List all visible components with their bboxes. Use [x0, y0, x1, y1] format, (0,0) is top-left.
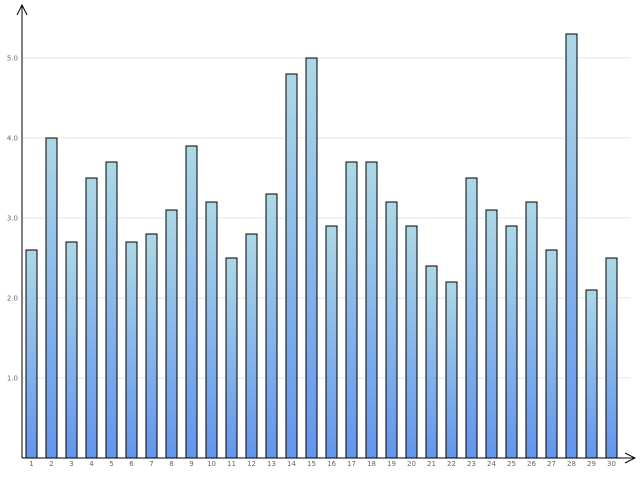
x-tick-label: 9 — [189, 460, 193, 468]
x-tick-label: 5 — [109, 460, 113, 468]
x-tick-label: 12 — [247, 460, 256, 468]
bar — [185, 145, 198, 459]
x-tick-label: 3 — [69, 460, 73, 468]
x-tick-label: 29 — [587, 460, 596, 468]
x-tick-label: 27 — [547, 460, 556, 468]
bar — [125, 241, 138, 459]
axes — [16, 3, 637, 464]
bar — [165, 209, 178, 459]
x-tick-label: 6 — [129, 460, 134, 468]
x-tick-label: 14 — [287, 460, 296, 468]
y-tick-label: 3.0 — [7, 215, 18, 223]
x-tick-label: 21 — [427, 460, 436, 468]
x-tick-label: 17 — [347, 460, 356, 468]
bar — [405, 225, 418, 459]
bar — [245, 233, 258, 459]
x-tick-label: 2 — [49, 460, 53, 468]
x-tick-label: 23 — [467, 460, 476, 468]
y-tick-labels: 1.0 2.0 3.0 4.0 5.0 — [7, 55, 18, 383]
bar — [445, 281, 458, 459]
x-tick-label: 1 — [29, 460, 33, 468]
x-tick-label: 24 — [487, 460, 496, 468]
bar — [325, 225, 338, 459]
bar — [225, 257, 238, 459]
x-tick-label: 8 — [169, 460, 173, 468]
x-tick-label: 16 — [327, 460, 336, 468]
y-tick-label: 2.0 — [7, 295, 18, 303]
y-tick-label: 5.0 — [7, 55, 18, 63]
bar — [505, 225, 518, 459]
x-tick-label: 28 — [567, 460, 576, 468]
bar — [265, 193, 278, 459]
bar — [545, 249, 558, 459]
y-tick-label: 1.0 — [7, 375, 18, 383]
bar — [345, 161, 358, 459]
bars — [25, 33, 618, 459]
x-tick-label: 7 — [149, 460, 153, 468]
x-tick-label: 19 — [387, 460, 396, 468]
bar — [525, 201, 538, 459]
bar — [145, 233, 158, 459]
bar — [485, 209, 498, 459]
x-tick-label: 25 — [507, 460, 516, 468]
x-tick-label: 22 — [447, 460, 456, 468]
bar — [385, 201, 398, 459]
y-tick-label: 4.0 — [7, 135, 18, 143]
bar — [605, 257, 618, 459]
y-axis-arrow-icon — [16, 3, 28, 16]
bar — [25, 249, 38, 459]
x-tick-label: 11 — [227, 460, 236, 468]
x-tick-label: 10 — [207, 460, 216, 468]
bar — [285, 73, 298, 459]
bar — [105, 161, 118, 459]
bar — [205, 201, 218, 459]
x-tick-labels: 1 2 3 4 5 6 7 8 9 10 11 12 13 14 15 16 17 18 19 20 21 22 23 24 2… — [29, 460, 616, 468]
bar — [565, 33, 578, 459]
x-tick-label: 4 — [89, 460, 94, 468]
x-tick-label: 18 — [367, 460, 376, 468]
bar — [425, 265, 438, 459]
bar — [45, 137, 58, 459]
bar — [305, 57, 318, 459]
bar — [365, 161, 378, 459]
x-tick-label: 13 — [267, 460, 276, 468]
x-tick-label: 15 — [307, 460, 316, 468]
bar — [585, 289, 598, 459]
bar — [65, 241, 78, 459]
x-tick-label: 30 — [607, 460, 616, 468]
x-tick-label: 20 — [407, 460, 416, 468]
bar — [85, 177, 98, 459]
x-axis-arrow-icon — [624, 452, 637, 464]
x-tick-label: 26 — [527, 460, 536, 468]
bar — [465, 177, 478, 459]
